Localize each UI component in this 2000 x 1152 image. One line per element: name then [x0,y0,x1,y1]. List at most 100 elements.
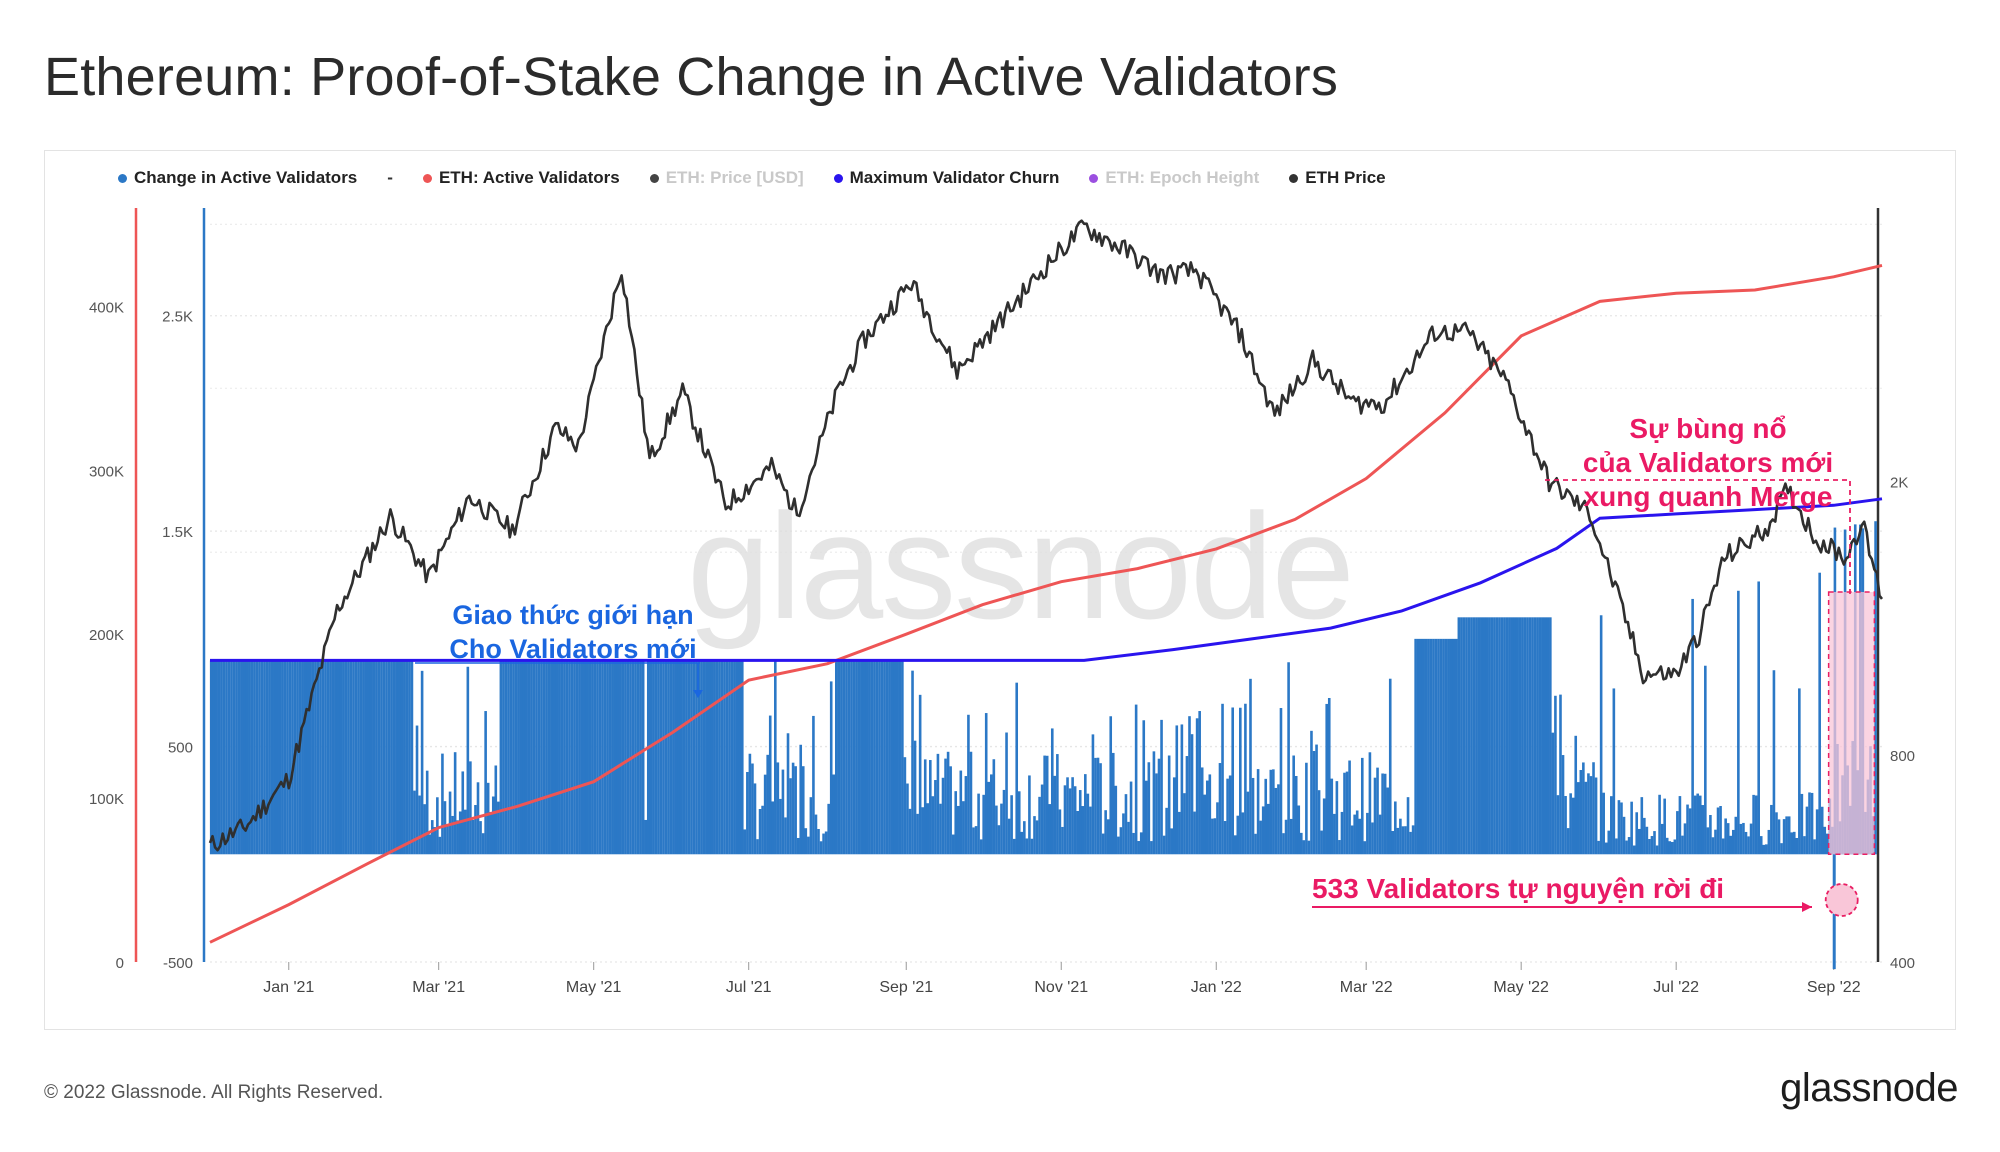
bar [1434,638,1438,855]
legend-epoch-height[interactable]: ETH: Epoch Height [1089,168,1259,188]
bar [715,660,719,855]
bar [418,795,421,855]
bar [738,660,742,855]
bar [1388,678,1392,855]
bar [514,660,518,855]
bar [1813,839,1816,855]
bar [639,660,642,855]
bar [771,801,775,855]
bar [303,660,307,855]
bar [979,839,983,855]
bar [331,660,335,855]
bar [1421,638,1425,855]
bar [1554,695,1557,855]
legend-separator: - [387,168,393,187]
bar [588,660,592,855]
bar [1061,826,1064,855]
bar [1640,797,1644,855]
bar [1208,774,1212,855]
bar [1132,832,1135,855]
bar [1139,832,1143,855]
bar [1620,802,1623,855]
bar [1401,826,1405,855]
bar [1754,795,1758,855]
bar [1200,767,1204,855]
bar [558,660,561,855]
bar [1716,807,1720,855]
bar [466,666,470,855]
x-tick-label: Jan '21 [263,979,314,996]
bar [893,660,897,855]
bar [425,770,429,855]
bar [306,660,310,855]
bar [1495,617,1499,855]
bar [1808,792,1811,855]
bar [481,833,485,855]
bar [908,808,912,855]
bar [733,660,736,855]
bar [1203,794,1207,855]
bar [1622,816,1626,855]
bar [535,660,538,855]
bar [1147,762,1151,855]
bar [552,660,556,855]
bar [1470,617,1473,855]
bar [273,660,277,855]
bar [743,829,747,855]
bar [1368,752,1372,855]
legend-change-active-validators[interactable]: Change in Active Validators [118,168,357,188]
legend-max-validator-churn[interactable]: Maximum Validator Churn [833,168,1059,188]
bar [1213,818,1217,855]
bar [997,825,1001,855]
bar [1427,638,1430,855]
bar [1599,615,1603,855]
bar [1767,829,1771,855]
bar [695,660,698,855]
bar [926,803,930,855]
bar [720,660,724,855]
bar [616,660,620,855]
bar [222,660,226,855]
bar [1643,817,1646,855]
bar [324,660,327,855]
bar [1630,801,1633,855]
bar [1673,839,1677,855]
bar [878,660,881,855]
bar [319,660,322,855]
bar [735,660,739,855]
bar [1526,617,1529,855]
bar [375,660,378,855]
bar [433,827,437,855]
bar [1307,840,1311,855]
bar [1584,781,1588,855]
bar [740,660,744,855]
bar [1076,810,1079,855]
bar [1424,638,1428,855]
x-tick-label: May '21 [566,979,622,996]
bar [987,781,991,855]
bar [1216,802,1219,855]
bar [415,725,419,855]
legend-price-usd[interactable]: ETH: Price [USD] [649,168,804,188]
bar [1312,751,1316,855]
bar [1015,682,1019,855]
bar [1564,796,1567,855]
bar [1005,732,1008,855]
bar [1744,831,1748,855]
bar [667,660,670,855]
legend-eth-price[interactable]: ETH Price [1289,168,1386,188]
bar [270,660,274,855]
bar [339,660,343,855]
bar [209,660,213,855]
legend-active-validators[interactable]: ETH: Active Validators [422,168,620,188]
bar [964,776,968,855]
bar [1467,617,1471,855]
bar [1670,841,1674,855]
bar [1556,795,1560,855]
bar [1269,769,1273,855]
bar [321,660,325,855]
bar [1289,818,1293,855]
bar [230,660,233,855]
bar [1749,823,1753,855]
bar [1244,703,1247,855]
